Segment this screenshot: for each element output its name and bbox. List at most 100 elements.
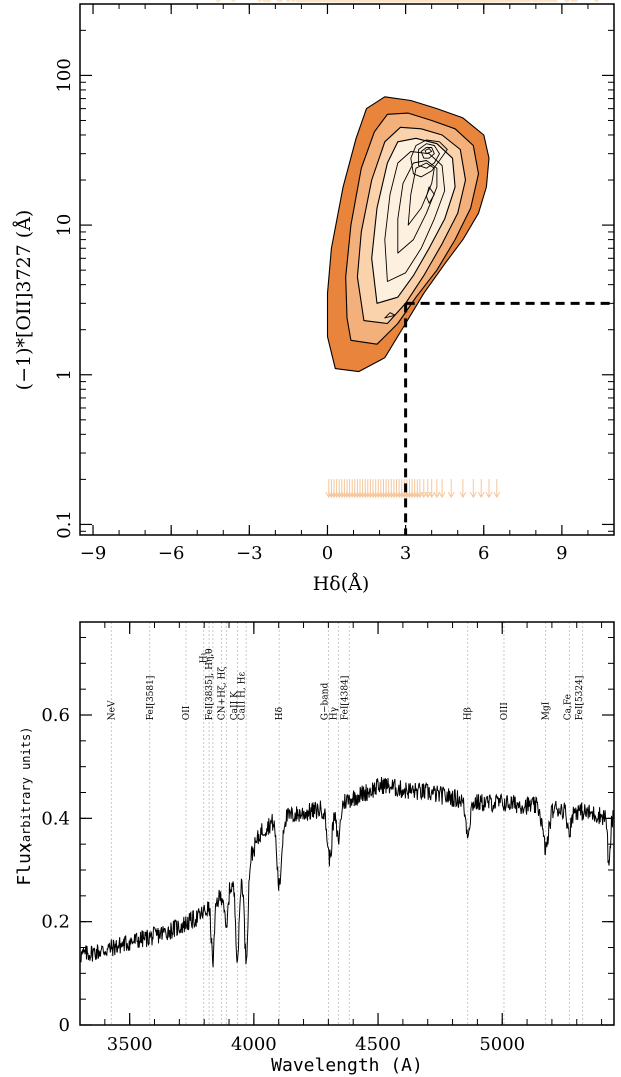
upper-limit-arrow	[393, 479, 400, 499]
scatter-point	[315, 0, 320, 3]
bottom-x-ticks: 3500 4000 4500 5000	[79, 622, 603, 1055]
upper-limit-arrow	[447, 479, 455, 499]
contour-line	[384, 151, 446, 282]
upper-limit-arrow	[406, 479, 413, 499]
y-tick-label: 0.1	[54, 510, 75, 539]
upper-limit-arrow	[372, 479, 380, 499]
scatter-point	[286, 0, 291, 3]
upper-limit-arrow	[390, 479, 398, 499]
bottom-y-axis-label: Flux	[14, 842, 35, 886]
x-tick-label: 4000	[231, 1034, 277, 1055]
scatter-point	[546, 0, 551, 3]
upper-limit-arrow	[374, 479, 382, 499]
density-contours	[326, 96, 490, 373]
top-y-ticks: 0.1 1 10 100	[54, 3, 614, 539]
spectral-line-label: CN+Hζ, Hζ	[218, 667, 228, 721]
top-y-axis-label: (−1)*[OII]3727 (Å)	[13, 210, 35, 391]
scatter-point	[373, 0, 378, 3]
scatter-point	[383, 0, 389, 3]
x-tick-label: −3	[236, 543, 263, 564]
scatter-point	[216, 0, 221, 3]
contour-line	[425, 186, 435, 204]
upper-limit-arrow	[385, 479, 393, 499]
scatter-point	[445, 0, 450, 3]
spectral-line-label: FeI[5324]	[575, 676, 585, 721]
scatter-point	[340, 0, 346, 3]
upper-limit-arrow	[343, 479, 351, 499]
upper-limit-arrow	[408, 479, 416, 499]
upper-limit-arrow	[330, 479, 338, 499]
scatter-point	[294, 0, 300, 3]
y-tick-label: 1	[54, 369, 75, 380]
upper-limit-arrow	[325, 479, 333, 499]
upper-limit-arrow	[485, 479, 493, 499]
scatter-point	[266, 0, 272, 3]
upper-limit-arrow	[477, 479, 485, 499]
scatter-point	[594, 0, 599, 3]
scatter-point	[463, 0, 469, 3]
top-x-ticks: −9 −6 −3 0 3 6 9	[80, 4, 615, 564]
scatter-point	[400, 0, 406, 3]
scatter-point	[347, 0, 352, 3]
scatter-point	[427, 0, 432, 3]
x-tick-label: 0	[322, 543, 333, 564]
upper-limit-arrow	[364, 479, 372, 499]
upper-limit-arrows	[325, 479, 501, 499]
upper-limit-arrow	[346, 479, 354, 499]
scatter-point	[408, 0, 414, 3]
x-tick-label: −6	[158, 543, 185, 564]
upper-limit-arrow	[380, 479, 387, 499]
scatter-point	[456, 0, 461, 3]
y-tick-label: 10	[54, 214, 75, 237]
spectral-line-label: Hβ	[464, 707, 474, 720]
upper-limit-arrow	[333, 479, 341, 499]
scatter-point	[352, 0, 357, 3]
spectral-line-label: OIII	[500, 702, 510, 720]
bottom-y-axis-label-small: (arbitrary units)	[19, 727, 33, 850]
scatter-point	[480, 0, 485, 3]
contour-level	[371, 137, 456, 304]
y-tick-label: 0.4	[41, 808, 70, 829]
y-tick-label: 100	[54, 58, 75, 92]
x-tick-label: 6	[478, 543, 489, 564]
spectral-line-label: CaII K	[230, 691, 240, 720]
spectrum-line	[79, 776, 615, 968]
scatter-point	[500, 0, 506, 3]
contour-line	[410, 139, 448, 178]
spectral-line-label: CaII H, Hε	[237, 672, 247, 721]
scatter-point	[539, 0, 544, 3]
y-tick-label: 0.2	[41, 912, 70, 933]
upper-limit-arrow	[335, 479, 343, 499]
scatter-point	[299, 0, 305, 3]
spectral-line-label: MgI	[542, 701, 552, 720]
spectral-line-label: FeI[4384]	[341, 676, 351, 721]
upper-limit-arrow	[361, 479, 369, 499]
upper-limit-arrow	[340, 479, 348, 499]
scatter-point	[415, 0, 421, 3]
scatter-point	[231, 0, 236, 3]
spectral-line-label: OII	[182, 705, 192, 720]
scatter-point	[390, 0, 395, 3]
spectral-line-label: FeI[3835], Hη,θ	[205, 648, 215, 720]
spectral-line-label: NeV	[107, 700, 117, 720]
upper-limit-arrow	[459, 479, 467, 499]
scatter-point	[573, 0, 578, 3]
upper-limit-arrow	[351, 479, 359, 499]
scatter-point	[431, 0, 436, 3]
upper-limit-arrow	[359, 479, 367, 499]
upper-limit-arrow	[428, 479, 436, 499]
scatter-point	[512, 0, 518, 3]
upper-limit-arrow	[413, 479, 421, 499]
scatter-point	[325, 0, 331, 3]
upper-limit-arrow	[398, 479, 406, 499]
bottom-x-axis-label: Wavelength (A)	[271, 1055, 423, 1076]
contour-line	[424, 148, 433, 155]
upper-limit-arrow	[433, 479, 441, 499]
upper-limit-arrow	[348, 479, 356, 499]
scatter-point	[397, 0, 402, 3]
spectral-line-label: FeI[3581]	[146, 676, 156, 721]
upper-limit-arrow	[338, 479, 346, 499]
hdelta-oii-panel: −9 −6 −3 0 3 6 9 0.1 1 10 100 Hδ(Å) (−1)*[OII]372…	[13, 0, 615, 595]
scatter-point	[493, 0, 498, 3]
